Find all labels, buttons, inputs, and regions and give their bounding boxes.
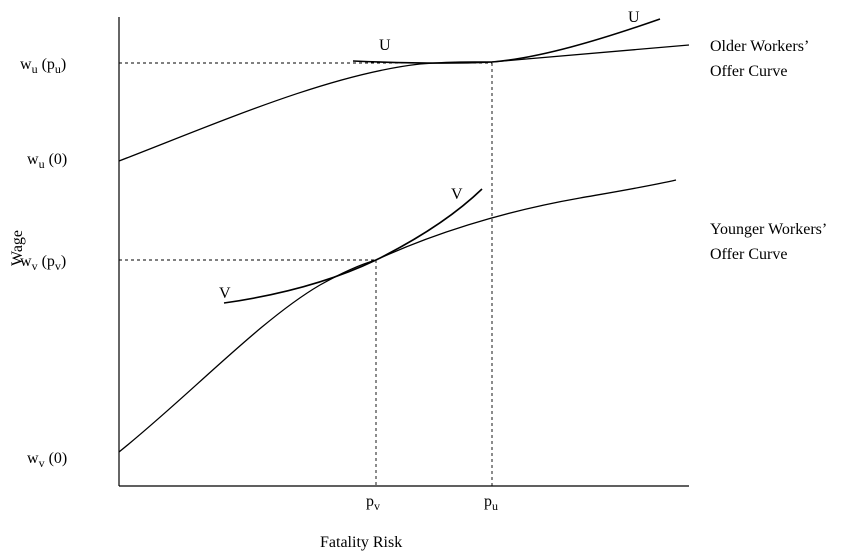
xtick-pu: pu [484, 493, 498, 513]
younger-offer-label-line1: Younger Workers’ [710, 221, 827, 238]
ytick-wv-0: wv (0) [27, 450, 67, 470]
x-axis-title: Fatality Risk [320, 534, 402, 551]
ytick-wv-pv: wv (pv) [20, 253, 66, 273]
younger-offer-curve [118, 179, 677, 453]
older-offer-label-line1: Older Workers’ [710, 38, 809, 55]
xtick-pv: pv [366, 493, 380, 513]
ytick-wu-0: wu (0) [27, 151, 67, 171]
indiff-v-right-label: V [451, 186, 463, 203]
older-offer-curve [118, 44, 690, 162]
indifference-curve-u [352, 18, 661, 64]
indiff-u-left-label: U [379, 37, 391, 54]
indiff-v-left-label: V [219, 285, 231, 302]
indiff-u-right-label: U [628, 9, 640, 26]
ytick-wu-pu: wu (pu) [20, 56, 66, 76]
y-axis-title: Wage [9, 230, 26, 266]
indifference-curve-v [223, 188, 483, 304]
older-offer-label-line2: Offer Curve [710, 63, 787, 80]
younger-offer-label-line2: Offer Curve [710, 246, 787, 263]
